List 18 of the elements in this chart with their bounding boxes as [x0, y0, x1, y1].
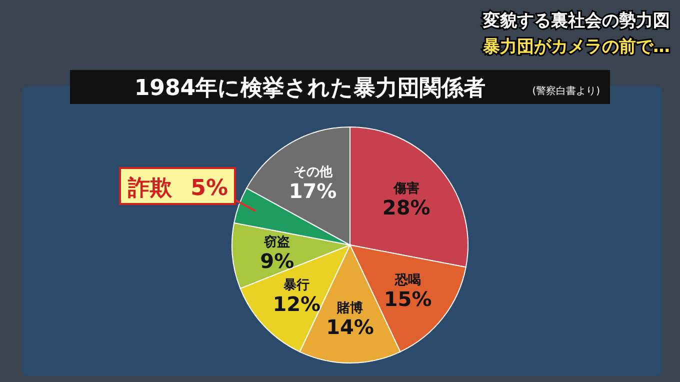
- text: 暴力団がカメラの前で…: [482, 37, 670, 57]
- chart-title: 1984年に検挙された暴力団関係者: [134, 75, 486, 101]
- slice-label: 賭博: [336, 300, 363, 316]
- data-label: 14%: [326, 315, 374, 340]
- slice-label: 恐喝: [394, 272, 421, 288]
- data-label: 28%: [382, 195, 430, 220]
- slice-label: 窃盗: [263, 234, 290, 250]
- data-label: 17%: [288, 179, 337, 204]
- data-label: 9%: [260, 248, 294, 273]
- data-label: 15%: [384, 286, 432, 311]
- data-label: 5%: [190, 176, 228, 201]
- slice-label: 暴行: [282, 278, 310, 294]
- slice-label: その他: [293, 165, 334, 180]
- text: 変貌する裏社会の勢力図: [482, 11, 670, 31]
- slice-label: 傷害: [392, 180, 420, 196]
- slice-label: 詐欺: [127, 176, 173, 201]
- text: (警察白書より): [532, 85, 600, 97]
- data-label: 12%: [272, 292, 321, 316]
